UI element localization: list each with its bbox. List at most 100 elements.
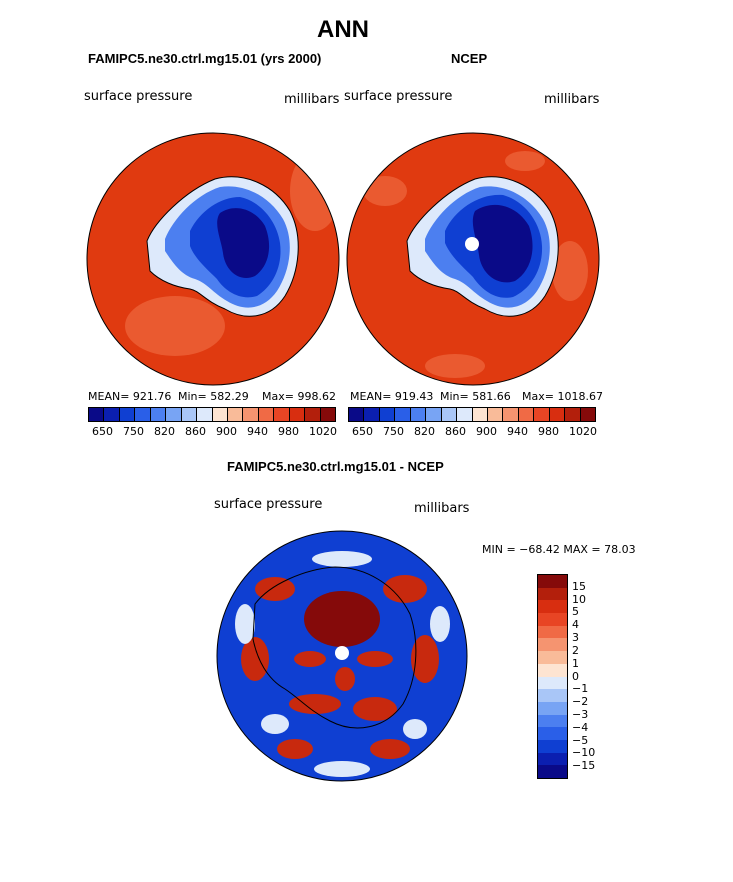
diff-minmax-stat: MIN = −68.42 MAX = 78.03 <box>482 543 636 556</box>
right-ocean-light-patch-4 <box>505 151 545 171</box>
colorbar-tick-label: 750 <box>123 425 144 438</box>
diff-panel-title: FAMIPC5.ne30.ctrl.mg15.01 - NCEP <box>227 459 444 474</box>
colorbar-swatch <box>89 408 104 421</box>
diff-anomaly-patch <box>335 667 355 691</box>
diff-anomaly-patch <box>353 697 397 721</box>
colorbar-swatch <box>165 408 181 421</box>
colorbar-tick-label: 900 <box>476 425 497 438</box>
colorbar-tick-label: 650 <box>92 425 113 438</box>
colorbar-swatch <box>471 408 487 421</box>
right-ocean-light-patch-3 <box>425 354 485 378</box>
colorbar-swatch <box>196 408 212 421</box>
diff-anomaly-patch <box>411 635 439 683</box>
diff-colorbar-swatch <box>538 600 567 614</box>
diff-anomaly-patch <box>430 606 450 642</box>
left-polar-map <box>86 132 340 386</box>
diff-anomaly-patch <box>312 551 372 567</box>
diff-colorbar-label: 10 <box>572 592 586 606</box>
diff-coastline <box>252 566 417 729</box>
colorbar-swatch <box>118 408 135 421</box>
left-colorbar-ticks: 650 750 820 860 900 940 980 1020 <box>92 425 342 439</box>
diff-colorbar-swatch <box>538 587 567 601</box>
diff-colorbar-label: 15 <box>572 579 586 593</box>
diff-polar-map <box>216 530 468 782</box>
colorbar-swatch <box>273 408 289 421</box>
colorbar-swatch <box>288 408 305 421</box>
colorbar-swatch <box>226 408 243 421</box>
diff-colorbar-label: 2 <box>572 643 579 657</box>
colorbar-swatch <box>363 408 379 421</box>
diff-colorbar-swatch <box>538 613 567 626</box>
diff-anomaly-patch <box>241 637 269 681</box>
left-colorbar <box>88 407 336 422</box>
colorbar-swatch <box>211 408 227 421</box>
colorbar-tick-label: 1020 <box>569 425 597 438</box>
right-variable-label: surface pressure <box>344 89 453 104</box>
colorbar-swatch <box>349 408 364 421</box>
diff-anomaly-patch <box>294 651 326 667</box>
diff-anomaly-patch <box>255 577 295 601</box>
colorbar-tick-label: 1020 <box>309 425 337 438</box>
colorbar-swatch <box>502 408 518 421</box>
diff-anomaly-patch <box>304 591 380 647</box>
left-max-stat: Max= 998.62 <box>262 390 336 403</box>
colorbar-swatch <box>394 408 410 421</box>
left-units-label: millibars <box>284 92 340 107</box>
diff-units-label: millibars <box>414 501 470 516</box>
diff-anomaly-patch <box>383 575 427 603</box>
diff-colorbar-label: −2 <box>572 695 589 709</box>
diff-colorbar-swatch <box>538 765 567 778</box>
diff-colorbar-swatch <box>538 663 567 677</box>
right-max-stat: Max= 1018.67 <box>522 390 603 403</box>
colorbar-tick-label: 940 <box>247 425 268 438</box>
colorbar-swatch <box>242 408 258 421</box>
diff-colorbar-label: −3 <box>572 707 589 721</box>
diff-anomaly-patch <box>235 604 255 644</box>
right-mean-stat: MEAN= 919.43 <box>350 390 434 403</box>
diff-anomaly-patch <box>370 739 410 759</box>
left-min-stat: Min= 582.29 <box>178 390 249 403</box>
colorbar-swatch <box>517 408 534 421</box>
diff-colorbar-label: −4 <box>572 720 589 734</box>
diff-colorbar-swatch <box>538 625 567 639</box>
colorbar-tick-label: 980 <box>538 425 559 438</box>
diff-colorbar-label: 4 <box>572 618 579 632</box>
diff-variable-label: surface pressure <box>214 497 323 512</box>
colorbar-swatch <box>425 408 441 421</box>
colorbar-swatch <box>486 408 503 421</box>
colorbar-tick-label: 650 <box>352 425 373 438</box>
colorbar-tick-label: 860 <box>185 425 206 438</box>
colorbar-swatch <box>319 408 335 421</box>
diff-anomaly-patch <box>357 651 393 667</box>
colorbar-tick-label: 980 <box>278 425 299 438</box>
diff-colorbar-label: −10 <box>572 746 596 760</box>
diff-colorbar-label: −15 <box>572 759 596 773</box>
diff-colorbar-swatch <box>538 727 567 740</box>
colorbar-swatch <box>533 408 549 421</box>
diff-colorbar-label: 0 <box>572 669 579 683</box>
left-mean-stat: MEAN= 921.76 <box>88 390 172 403</box>
diff-colorbar-swatch <box>538 651 567 664</box>
diff-colorbar-label: −1 <box>572 682 589 696</box>
colorbar-tick-label: 750 <box>383 425 404 438</box>
colorbar-swatch <box>579 408 595 421</box>
colorbar-tick-label: 860 <box>445 425 466 438</box>
diff-colorbar-label: 1 <box>572 656 579 670</box>
right-ocean-light-patch <box>363 176 407 206</box>
right-ocean-light-patch-2 <box>552 241 588 301</box>
colorbar-swatch <box>134 408 150 421</box>
right-min-stat: Min= 581.66 <box>440 390 511 403</box>
left-variable-label: surface pressure <box>84 89 193 104</box>
diff-colorbar-swatch <box>538 689 567 702</box>
diff-colorbar-swatch <box>538 739 567 753</box>
diff-colorbar-swatch <box>538 701 567 715</box>
right-colorbar-ticks: 650 750 820 860 900 940 980 1020 <box>352 425 602 439</box>
colorbar-tick-label: 940 <box>507 425 528 438</box>
right-polar-map <box>346 132 600 386</box>
left-antarctica-deep <box>217 208 270 279</box>
colorbar-swatch <box>409 408 426 421</box>
right-colorbar <box>348 407 596 422</box>
colorbar-swatch <box>564 408 580 421</box>
diff-anomaly-patch <box>277 739 313 759</box>
diff-colorbar-swatch <box>538 752 567 766</box>
